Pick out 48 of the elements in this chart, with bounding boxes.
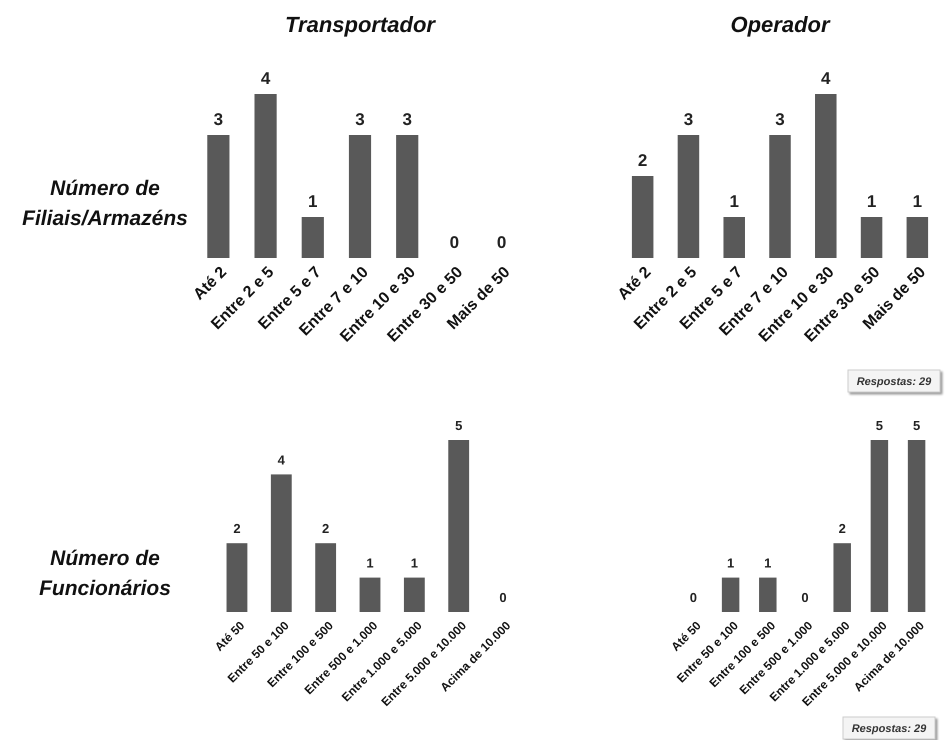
y-axis-title: Número de Funcionários bbox=[39, 547, 171, 600]
bar bbox=[860, 217, 882, 258]
data-label: 0 bbox=[499, 590, 507, 605]
data-label: 1 bbox=[912, 192, 922, 211]
x-tick-label: Até 50 bbox=[212, 618, 248, 654]
bar bbox=[815, 94, 837, 258]
data-label: 2 bbox=[838, 521, 846, 536]
y-axis-title: Número de Filiais/Armazéns bbox=[22, 177, 188, 230]
data-label: 3 bbox=[355, 110, 365, 129]
data-label: 4 bbox=[821, 69, 832, 88]
bar bbox=[723, 217, 745, 258]
chart-title: Transportador bbox=[285, 12, 436, 37]
data-label: 0 bbox=[496, 233, 506, 252]
bar bbox=[226, 543, 248, 612]
bar bbox=[360, 578, 380, 612]
data-label: 4 bbox=[278, 452, 286, 468]
data-label: 5 bbox=[455, 418, 462, 433]
data-label: 1 bbox=[729, 192, 739, 211]
data-label: 3 bbox=[214, 110, 224, 129]
data-label: 4 bbox=[260, 69, 271, 88]
data-label: 5 bbox=[912, 418, 920, 433]
bar bbox=[404, 578, 425, 612]
bar bbox=[906, 217, 928, 258]
data-label: 2 bbox=[638, 151, 648, 170]
bar bbox=[632, 176, 654, 258]
data-label: 1 bbox=[308, 192, 318, 211]
data-label: 1 bbox=[866, 192, 876, 211]
data-label: 0 bbox=[450, 233, 460, 252]
data-label: 3 bbox=[402, 110, 412, 129]
text: Respostas: 29 bbox=[856, 376, 932, 388]
bar bbox=[315, 543, 336, 612]
data-label: 0 bbox=[801, 590, 809, 605]
data-label: 2 bbox=[322, 521, 330, 536]
data-label: 5 bbox=[876, 418, 884, 433]
data-label: 2 bbox=[233, 521, 241, 536]
data-label: 1 bbox=[726, 556, 734, 571]
data-label: 3 bbox=[775, 110, 785, 129]
bar bbox=[678, 135, 700, 258]
data-label: 1 bbox=[410, 556, 418, 571]
data-label: 0 bbox=[690, 590, 698, 605]
data-label: 3 bbox=[684, 110, 694, 129]
bar bbox=[769, 135, 791, 258]
text: Respostas: 29 bbox=[852, 723, 928, 735]
bar bbox=[448, 440, 470, 612]
data-label: 1 bbox=[366, 556, 374, 571]
chart-title: Operador bbox=[730, 12, 831, 37]
bar bbox=[270, 474, 292, 612]
data-label: 1 bbox=[764, 556, 772, 571]
